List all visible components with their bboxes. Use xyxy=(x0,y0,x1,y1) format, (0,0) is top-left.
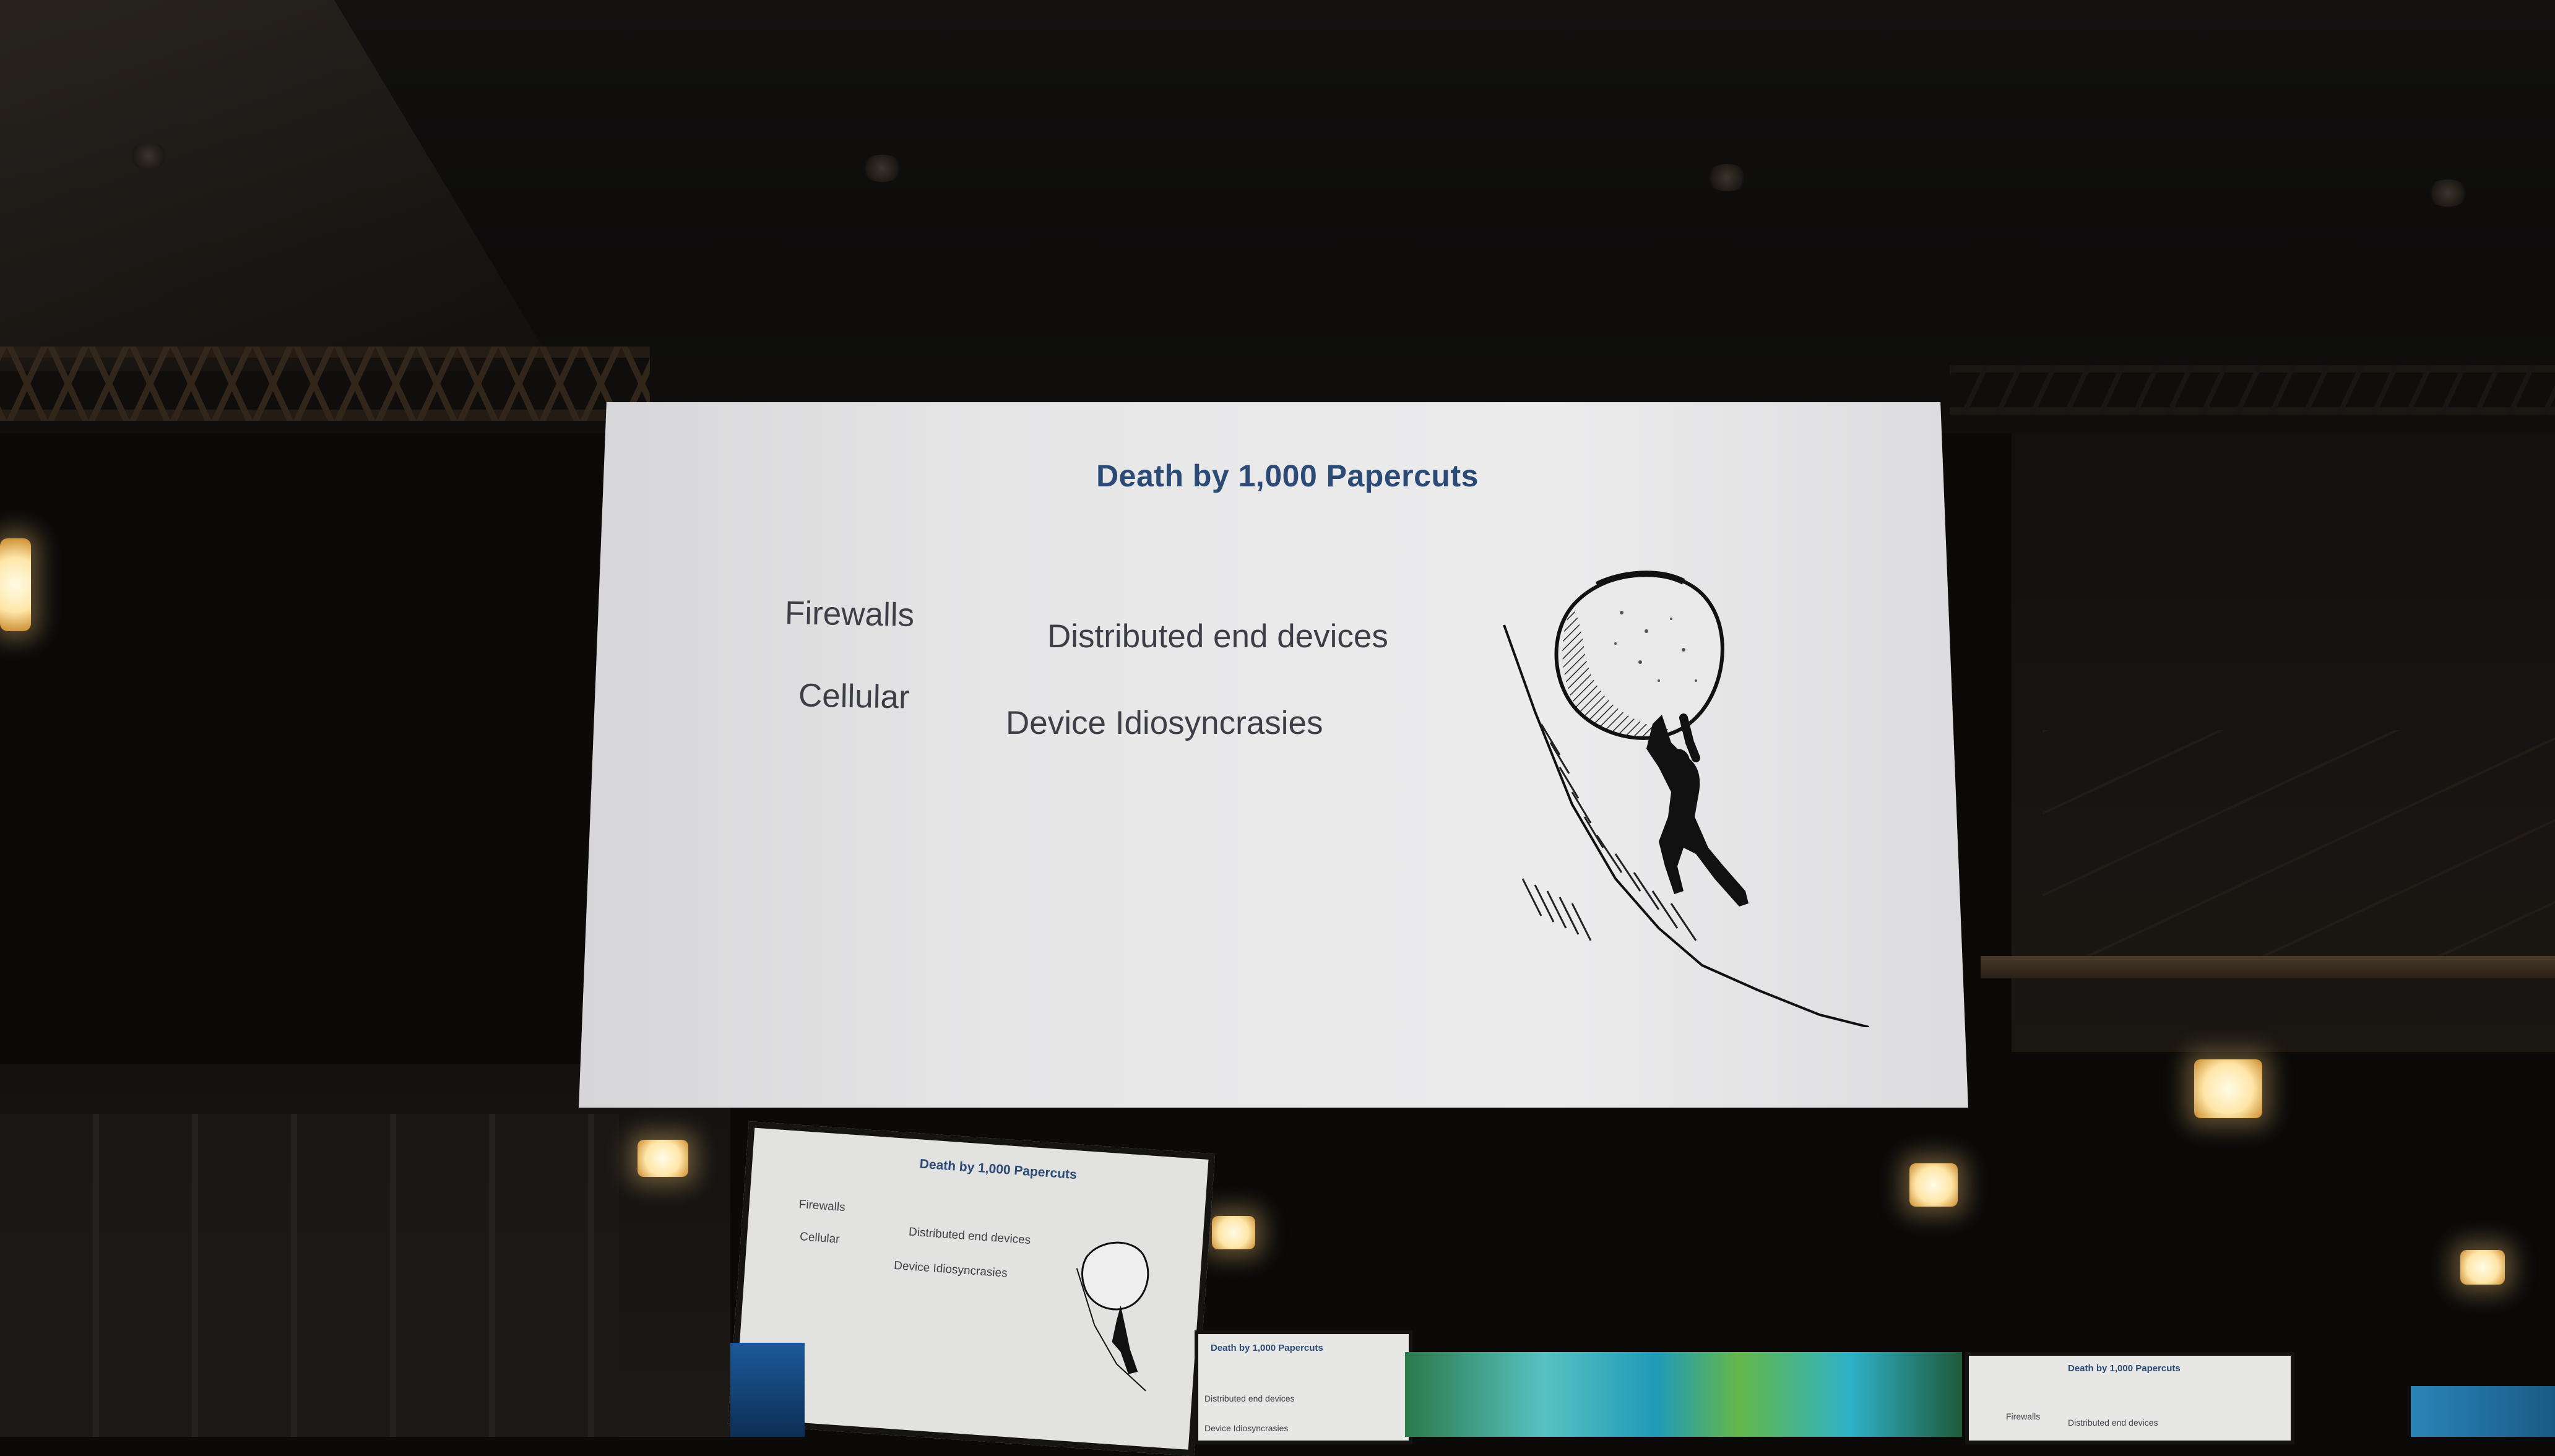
ceiling-lamp xyxy=(2194,1059,2262,1118)
background-monitor-center: Death by 1,000 Papercuts Distributed end… xyxy=(1195,1330,1412,1444)
lighting-truss-left xyxy=(0,347,650,421)
slide-item-device-idiosyncrasies: Device Idiosyncrasies xyxy=(1006,705,1323,741)
background-monitor-right: Death by 1,000 Papercuts Firewalls Distr… xyxy=(1965,1352,2294,1444)
monitor-item-firewalls: Firewalls xyxy=(2006,1411,2041,1421)
slide-item-firewalls: Firewalls xyxy=(784,595,915,634)
monitor-slide-title: Death by 1,000 Papercuts xyxy=(2068,1363,2181,1374)
ceiling-lamp xyxy=(2460,1250,2505,1285)
ceiling-can-light xyxy=(860,155,904,182)
monitor-item-cellular: Cellular xyxy=(799,1230,841,1246)
monitor-sisyphus-illustration xyxy=(1076,1241,1149,1392)
lighting-truss-right xyxy=(1950,365,2555,415)
confidence-monitor: Death by 1,000 Papercuts Firewalls Cellu… xyxy=(727,1121,1216,1456)
slide-item-distributed-end-devices: Distributed end devices xyxy=(1047,618,1388,655)
monitor-item-device-idiosyncrasies: Device Idiosyncrasies xyxy=(1204,1423,1289,1433)
ceiling-lamp xyxy=(1909,1163,1958,1207)
monitor-slide-title: Death by 1,000 Papercuts xyxy=(919,1157,1078,1182)
monitor-item-device-idiosyncrasies: Device Idiosyncrasies xyxy=(893,1259,1008,1280)
slide-item-cellular: Cellular xyxy=(798,677,910,716)
ceiling-can-light xyxy=(2426,179,2470,207)
monitor-slide-title: Death by 1,000 Papercuts xyxy=(1211,1343,1323,1353)
right-rail xyxy=(1981,956,2555,978)
monitor-item-firewalls: Firewalls xyxy=(798,1197,846,1215)
ceiling-grid xyxy=(2043,730,2555,965)
ceiling-lamp xyxy=(1212,1216,1255,1249)
ceiling-lamp xyxy=(638,1140,688,1177)
video-wall-right xyxy=(2411,1386,2555,1437)
projection-screen xyxy=(579,402,1968,1108)
monitor-item-distributed-end-devices: Distributed end devices xyxy=(908,1225,1031,1247)
slide-title: Death by 1,000 Papercuts xyxy=(1096,459,1479,493)
video-wall-left xyxy=(730,1343,805,1437)
wall-lamp xyxy=(0,538,31,631)
monitor-item-distributed-end-devices: Distributed end devices xyxy=(1204,1394,1295,1403)
monitor-item-distributed-end-devices: Distributed end devices xyxy=(2068,1418,2158,1428)
wall-panels xyxy=(0,1114,619,1437)
sisyphus-illustration xyxy=(1503,571,1869,1027)
ceiling-can-light xyxy=(127,142,170,170)
ceiling-can-light xyxy=(1705,164,1749,191)
video-wall xyxy=(1405,1352,1962,1437)
